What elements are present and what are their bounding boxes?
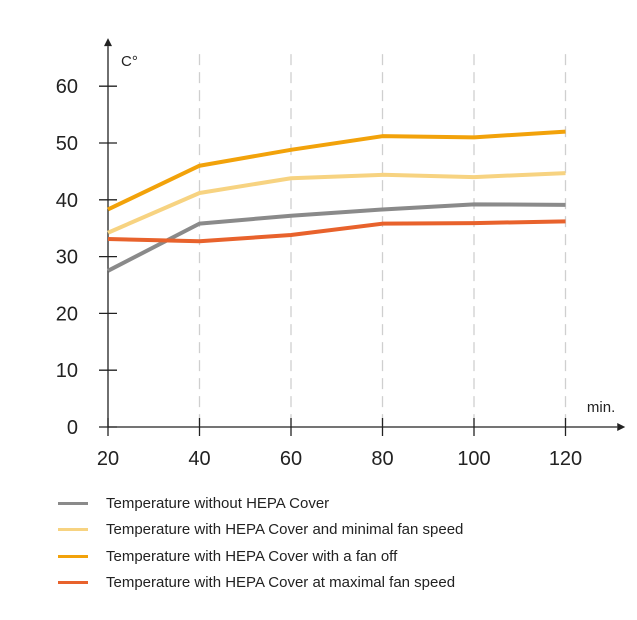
x-tick-label: 80 (371, 448, 393, 470)
legend: Temperature without HEPA Cover Temperatu… (58, 490, 463, 596)
series-line-3 (107, 219, 566, 244)
legend-swatch (58, 581, 88, 585)
legend-item-minimal-fan: Temperature with HEPA Cover and minimal … (58, 517, 463, 544)
y-tick-label: 40 (56, 190, 78, 212)
y-axis-unit-label: C° (121, 53, 138, 70)
legend-swatch (58, 528, 88, 532)
x-tick-label: 20 (97, 448, 119, 470)
x-axis-arrow-icon (617, 423, 626, 431)
series-line-0 (107, 202, 566, 273)
legend-item-maximal-fan: Temperature with HEPA Cover at maximal f… (58, 570, 463, 597)
legend-swatch (58, 554, 88, 558)
grid-lines (198, 54, 567, 427)
y-tick-label: 20 (56, 303, 78, 325)
series-line-1 (107, 171, 566, 235)
legend-item-fan-off: Temperature with HEPA Cover with a fan o… (58, 543, 463, 570)
y-tick-label: 50 (56, 133, 78, 155)
legend-label: Temperature without HEPA Cover (106, 494, 330, 512)
y-tick-label: 30 (56, 247, 78, 269)
line-chart: 0 10 20 30 40 50 60 20 40 60 80 100 120 C° min. (56, 38, 626, 470)
x-tick-label: 120 (549, 448, 582, 470)
y-tick-label: 0 (67, 417, 78, 439)
series-line-2 (107, 129, 566, 212)
tick-labels: 0 10 20 30 40 50 60 20 40 60 80 100 120 (56, 76, 582, 470)
legend-item-without-cover: Temperature without HEPA Cover (58, 490, 463, 517)
legend-swatch (58, 501, 88, 505)
series-lines (107, 129, 566, 273)
x-tick-label: 60 (280, 448, 302, 470)
y-axis-arrow-icon (104, 38, 112, 47)
x-axis-unit-label: min. (587, 399, 615, 416)
legend-label: Temperature with HEPA Cover and minimal … (106, 521, 464, 539)
y-tick-label: 60 (56, 76, 78, 98)
axes (104, 38, 626, 431)
legend-label: Temperature with HEPA Cover with a fan o… (106, 547, 398, 565)
legend-label: Temperature with HEPA Cover at maximal f… (106, 574, 456, 592)
x-tick-label: 40 (188, 448, 210, 470)
x-tick-label: 100 (457, 448, 490, 470)
y-tick-label: 10 (56, 360, 78, 382)
